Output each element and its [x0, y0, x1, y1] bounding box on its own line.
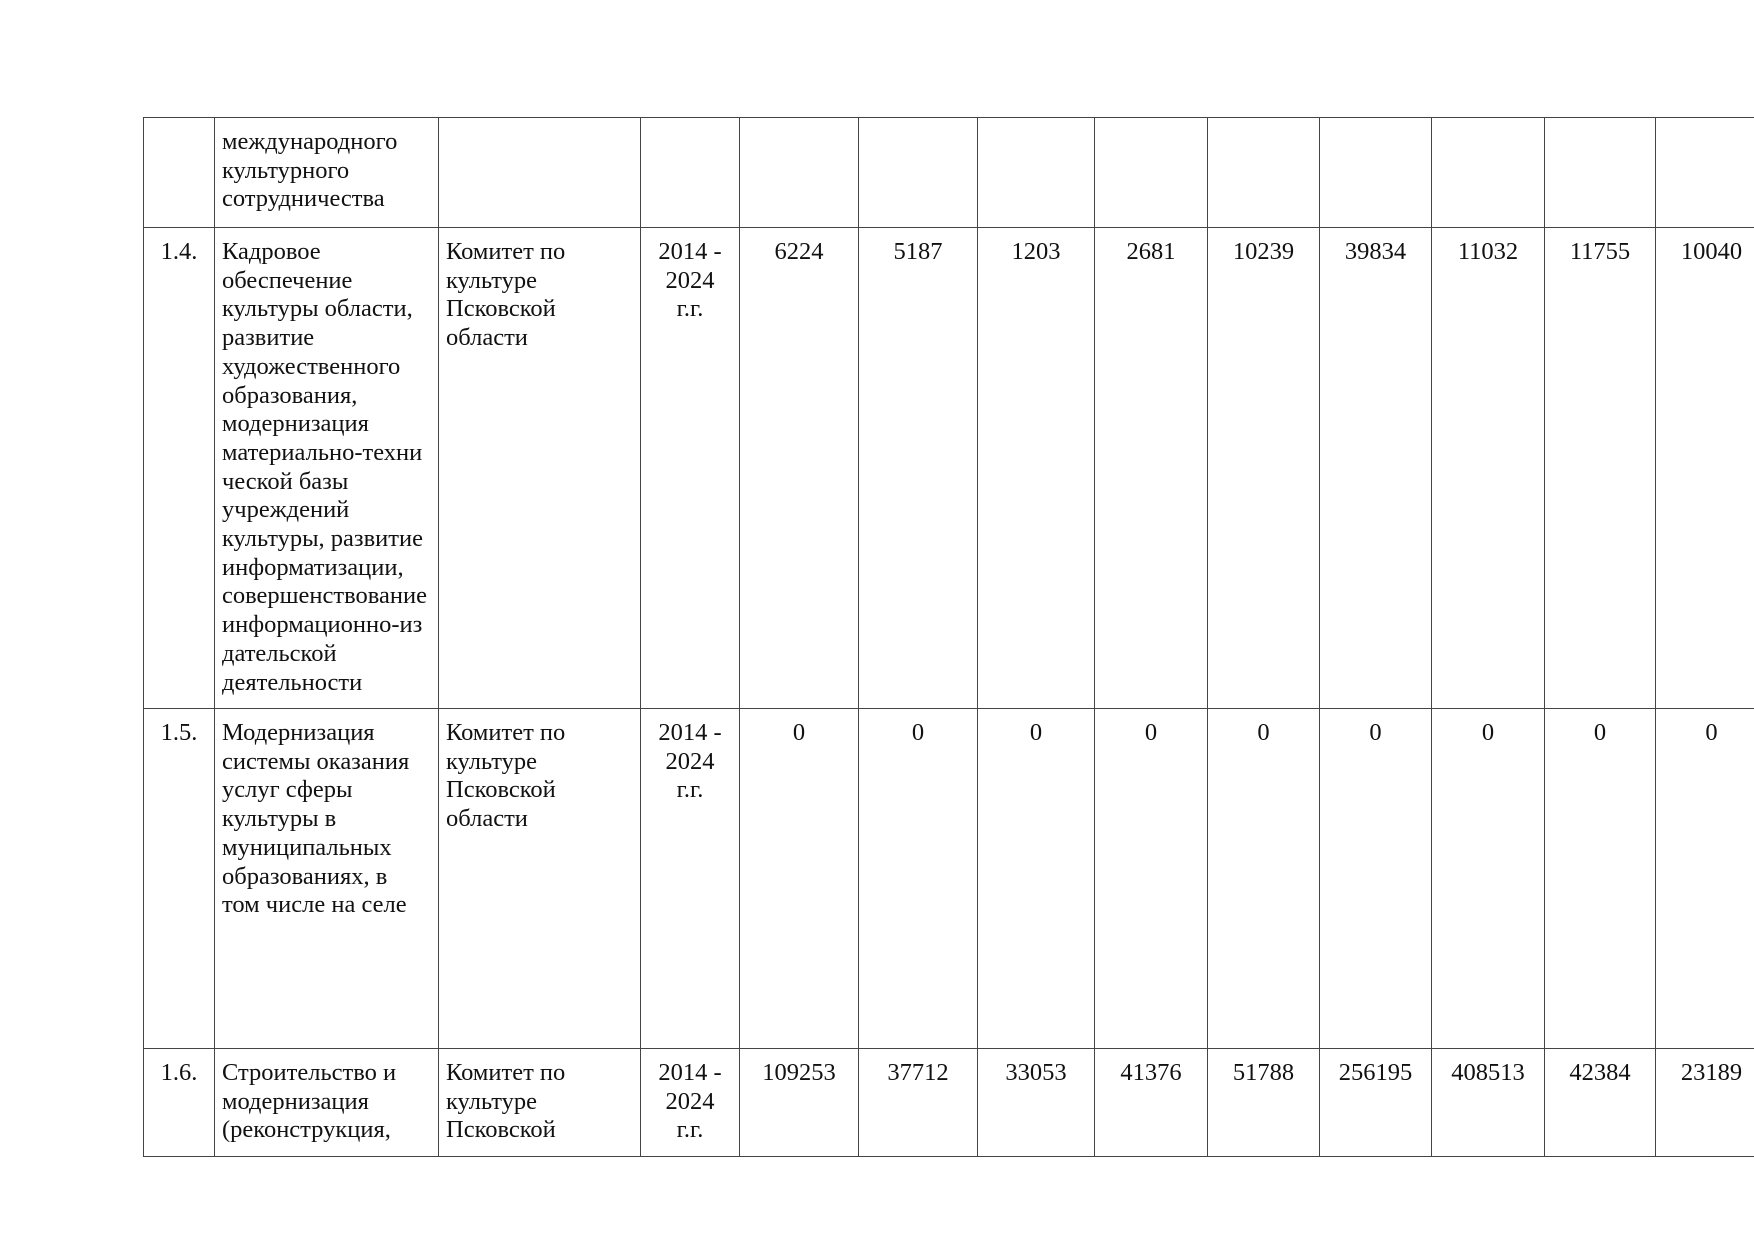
value-cell [1094, 117, 1208, 228]
table-row: 1.5. Модернизация системы оказания услуг … [143, 708, 1754, 1049]
period-cell: 2014 - 2024 г.г. [640, 1048, 740, 1157]
value-cell: 11032 [1431, 227, 1545, 709]
row-number-cell-text: 1.6. [160, 1059, 198, 1086]
value-cell [1207, 117, 1320, 228]
value-cell-text: 33053 [1005, 1059, 1067, 1086]
period-cell: 2014 - 2024 г.г. [640, 708, 740, 1049]
value-cell-text: 0 [1369, 719, 1382, 746]
value-cell [858, 117, 978, 228]
table-row: международного культурного сотрудничеств… [143, 117, 1754, 228]
value-cell-text: 37712 [887, 1059, 949, 1086]
value-cell-text: 6224 [774, 238, 824, 265]
value-cell-text: 0 [911, 719, 925, 746]
value-cell [1319, 117, 1432, 228]
activity-name-cell: международного культурного сотрудничеств… [214, 117, 439, 228]
value-cell: 42384 [1544, 1048, 1656, 1157]
value-cell: 0 [1544, 708, 1656, 1049]
value-cell: 33053 [977, 1048, 1095, 1157]
executor-cell: Комитет по культуре Псковской области [438, 227, 641, 709]
executor-cell [438, 117, 641, 228]
value-cell-text: 0 [1593, 719, 1607, 746]
value-cell: 2681 [1094, 227, 1208, 709]
value-cell: 10040 [1655, 227, 1754, 709]
value-cell-text: 1203 [1011, 238, 1061, 265]
value-cell: 10239 [1207, 227, 1320, 709]
row-number-cell: 1.6. [143, 1048, 215, 1157]
value-cell: 408513 [1431, 1048, 1545, 1157]
period-cell: 2014 - 2024 г.г. [640, 227, 740, 709]
value-cell: 41376 [1094, 1048, 1208, 1157]
value-cell: 51788 [1207, 1048, 1320, 1157]
value-cell-text: 0 [1257, 719, 1270, 746]
value-cell: 11755 [1544, 227, 1656, 709]
executor-cell: Комитет по культуре Псковской области [438, 708, 641, 1049]
value-cell-text: 11755 [1569, 238, 1631, 265]
value-cell-text: 5187 [893, 238, 943, 265]
row-number-cell-text: 1.4. [160, 238, 198, 265]
activity-name-cell: Модернизация системы оказания услуг сфер… [214, 708, 439, 1049]
value-cell-text: 41376 [1120, 1059, 1182, 1086]
row-number-cell [143, 117, 215, 228]
value-cell-text: 256195 [1338, 1059, 1413, 1086]
value-cell: 0 [1319, 708, 1432, 1049]
value-cell: 0 [1431, 708, 1545, 1049]
value-cell-text: 23189 [1680, 1059, 1743, 1086]
value-cell [1431, 117, 1545, 228]
period-cell-text: 2014 - 2024 г.г. [658, 1059, 722, 1144]
value-cell-text: 0 [792, 719, 806, 746]
value-cell-text: 11032 [1457, 238, 1519, 265]
activity-name-cell-text: Модернизация системы оказания услуг сфер… [222, 719, 410, 919]
value-cell: 0 [739, 708, 859, 1049]
period-cell [640, 117, 740, 228]
value-cell: 0 [858, 708, 978, 1049]
activity-name-cell-text: Кадровое обеспечение культуры области, р… [222, 238, 427, 696]
activity-name-cell: Кадровое обеспечение культуры области, р… [214, 227, 439, 709]
value-cell: 0 [977, 708, 1095, 1049]
row-number-cell: 1.4. [143, 227, 215, 709]
table-row: 1.4. Кадровое обеспечение культуры област… [143, 227, 1754, 709]
value-cell [1655, 117, 1754, 228]
value-cell [1544, 117, 1656, 228]
value-cell: 0 [1094, 708, 1208, 1049]
value-cell-text: 0 [1029, 719, 1043, 746]
period-cell-text: 2014 - 2024 г.г. [658, 238, 722, 323]
value-cell [739, 117, 859, 228]
executor-cell-text: Комитет по культуре Псковской области [446, 719, 566, 833]
value-cell [977, 117, 1095, 228]
executor-cell-text: Комитет по культуре Псковской области [446, 238, 566, 352]
value-cell-text: 42384 [1569, 1059, 1631, 1086]
value-cell-text: 0 [1481, 719, 1495, 746]
value-cell: 256195 [1319, 1048, 1432, 1157]
activity-name-cell-text: Строительство и модернизация (реконструк… [222, 1059, 397, 1144]
value-cell: 0 [1207, 708, 1320, 1049]
executor-cell-text: Комитет по культуре Псковской [446, 1059, 566, 1144]
program-table: международного культурного сотрудничеств… [143, 117, 1754, 1157]
value-cell-text: 51788 [1232, 1059, 1295, 1086]
value-cell-text: 0 [1705, 719, 1718, 746]
value-cell-text: 39834 [1344, 238, 1407, 265]
value-cell: 6224 [739, 227, 859, 709]
row-number-cell-text: 1.5. [160, 719, 198, 746]
executor-cell: Комитет по культуре Псковской [438, 1048, 641, 1157]
row-number-cell: 1.5. [143, 708, 215, 1049]
period-cell-text: 2014 - 2024 г.г. [658, 719, 722, 804]
activity-name-cell: Строительство и модернизация (реконструк… [214, 1048, 439, 1157]
value-cell: 1203 [977, 227, 1095, 709]
value-cell-text: 10040 [1680, 238, 1743, 265]
value-cell-text: 0 [1144, 719, 1158, 746]
value-cell: 39834 [1319, 227, 1432, 709]
value-cell-text: 2681 [1126, 238, 1176, 265]
value-cell-text: 408513 [1451, 1059, 1525, 1086]
value-cell-text: 10239 [1232, 238, 1295, 265]
value-cell: 37712 [858, 1048, 978, 1157]
value-cell: 23189 [1655, 1048, 1754, 1157]
value-cell: 109253 [739, 1048, 859, 1157]
value-cell: 5187 [858, 227, 978, 709]
activity-name-cell-text: международного культурного сотрудничеств… [222, 128, 398, 213]
table-row: 1.6. Строительство и модернизация (реконс… [143, 1048, 1754, 1157]
value-cell: 0 [1655, 708, 1754, 1049]
value-cell-text: 109253 [762, 1059, 836, 1086]
